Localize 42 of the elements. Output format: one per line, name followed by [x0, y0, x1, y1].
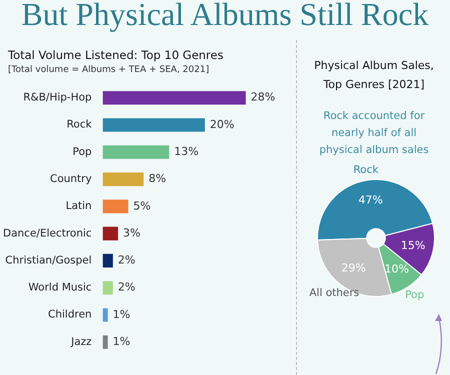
data-label: 20%	[210, 118, 234, 131]
data-label: 15%	[400, 238, 426, 252]
bar	[102, 118, 205, 132]
y-tick-label: Christian/Gospel	[5, 254, 92, 266]
data-label: 1%	[112, 334, 130, 348]
data-label: 29%	[341, 261, 366, 274]
y-tick-label: Latin	[66, 200, 92, 212]
data-label: 47%	[358, 193, 383, 206]
text: Rock accounted for nearly half of all physical album sales	[318, 109, 430, 158]
bar	[102, 145, 170, 159]
slice-label: Rock	[353, 164, 380, 176]
data-label: 28%	[250, 90, 276, 104]
slice-label: All others	[309, 286, 360, 299]
data-label: 1%	[112, 308, 130, 321]
data-label: 13%	[174, 145, 199, 158]
y-tick-label: R&B/Hip-Hop	[23, 92, 92, 104]
y-tick-label: Jazz	[70, 336, 92, 348]
data-label: 8%	[148, 172, 166, 186]
y-tick-label: Dance/Electronic	[3, 227, 92, 240]
data-label: 3%	[123, 226, 140, 240]
chart-title: Physical Album Sales, Top Genres [2021]	[313, 58, 435, 93]
bar	[102, 308, 108, 322]
data-label: 2%	[118, 280, 136, 294]
bar	[102, 91, 246, 105]
y-tick-label: World Music	[28, 282, 92, 294]
bar	[102, 172, 144, 186]
y-tick-label: Country	[50, 173, 92, 186]
y-tick-label: Rock	[66, 118, 93, 131]
data-label: 2%	[118, 254, 136, 267]
data-label: 5%	[133, 199, 151, 212]
bar	[102, 254, 113, 268]
bar	[102, 281, 113, 295]
data-label: 10%	[384, 262, 409, 276]
y-tick-label: Children	[48, 308, 92, 321]
y-tick-label: Pop	[72, 146, 92, 158]
bar	[102, 200, 128, 214]
text: [Total volume = Albums + TEA + SEA, 2021]	[8, 65, 210, 75]
slice-label: Pop	[405, 289, 424, 302]
chart-subtitle: Total Volume Listened: Top 10 Genres	[8, 48, 224, 62]
bar	[102, 335, 108, 349]
chart-title: But Physical Albums Still Rock	[20, 0, 430, 33]
bar	[102, 226, 118, 240]
